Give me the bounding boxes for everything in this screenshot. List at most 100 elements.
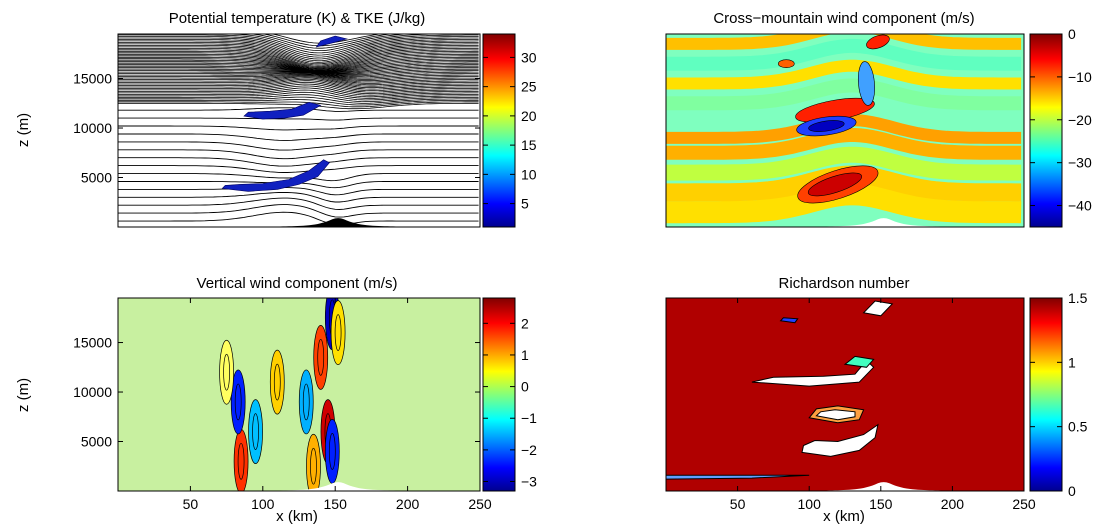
isentrope-line [118, 157, 479, 167]
w-cell [313, 325, 329, 390]
isentrope-line [118, 46, 479, 67]
w-cell-contour [223, 353, 230, 391]
colorbar-ramp [1029, 33, 1063, 228]
isentrope-line [118, 77, 479, 89]
isentrope-line [118, 78, 479, 90]
isentrope-line [118, 50, 479, 70]
w-cell-contour [317, 339, 325, 376]
isentrope-line [118, 36, 479, 56]
panel3-ylabel: z (m) [15, 378, 32, 412]
panel4-xlabel: x (km) [823, 508, 865, 525]
ri-field [666, 300, 1024, 491]
isentrope-line [118, 89, 479, 99]
isentrope-line [118, 75, 479, 86]
isentrope-line [118, 85, 479, 96]
panel4-title: Richardson number [779, 275, 910, 292]
wind-field [666, 34, 1024, 227]
colorbar-tick-label: 0 [521, 379, 529, 395]
isentrope-line [118, 71, 479, 79]
isentrope-line [118, 71, 479, 78]
colorbar-tick-label: 2 [521, 315, 529, 331]
isentrope-line [118, 34, 479, 54]
w-cell [298, 369, 314, 435]
isentrope-line [118, 40, 479, 62]
panel-richardson: Richardson number 50 100 150 200 250 1.5 1 0.5… [665, 275, 1088, 525]
w-cell-contour [328, 433, 336, 470]
panel1-title: Potential temperature (K) & TKE (J/kg) [169, 10, 426, 27]
isentrope-line [118, 48, 479, 68]
wind-contour-band [666, 146, 1022, 181]
wind-contour-band [666, 78, 1022, 111]
low-ri-region [666, 474, 810, 480]
axes-frame [665, 33, 1025, 228]
isentrope-line [118, 49, 479, 69]
x-tick-label: 150 [869, 496, 893, 512]
colorbar-tick-label: −2 [521, 442, 537, 458]
panel3-plot-area: 5000 10000 15000 50 100 150 200 250 [73, 297, 492, 512]
isentrope-line [118, 141, 479, 151]
isentrope-line [118, 91, 479, 101]
isentrope-line [118, 39, 479, 60]
isentrope-line [118, 80, 479, 91]
colorbar-ramp [482, 33, 516, 228]
isentrope-line [118, 125, 479, 131]
w-cell-contour [334, 314, 342, 351]
isentrope-line [118, 133, 479, 141]
panel3-xlabel: x (km) [276, 508, 318, 525]
isentrope-line [118, 87, 479, 98]
wind-core [857, 61, 875, 106]
axes-frame [117, 297, 481, 492]
isentrope-line [118, 197, 479, 210]
w-cell [306, 433, 321, 491]
isentrope-line [118, 53, 479, 71]
isentrope-line [118, 55, 479, 72]
y-tick-label: 5000 [81, 170, 112, 186]
wind-core [808, 120, 845, 132]
x-tick-label: 50 [183, 496, 199, 512]
low-ri-region [862, 300, 894, 317]
isentrope-line [261, 34, 394, 47]
colorbar-tick-label: 20 [521, 108, 537, 124]
isentrope-line [118, 76, 479, 87]
panel-theta-tke: Potential temperature (K) & TKE (J/kg) 5… [15, 10, 537, 228]
colorbar-tick-label: 15 [521, 137, 537, 153]
axes-frame [665, 297, 1025, 492]
w-cell [230, 369, 246, 435]
w-field [118, 298, 480, 491]
isentrope-line [118, 204, 479, 218]
wind-contour-band [666, 34, 1022, 50]
isentrope-line [118, 99, 479, 106]
isentrope-line [118, 72, 479, 80]
isentrope-contours [118, 34, 480, 227]
isentrope-line [118, 96, 479, 104]
colorbar-tick-label: 0 [1068, 483, 1076, 499]
wind-core [777, 59, 795, 68]
x-tick-label: 100 [798, 496, 822, 512]
colorbar-tick-label: 0 [1068, 26, 1076, 42]
w-cell [324, 419, 340, 484]
isentrope-line [118, 42, 479, 63]
colorbar-tick-label: 30 [521, 49, 537, 65]
isentrope-line [118, 72, 479, 82]
colorbar-tick-label: −1 [521, 410, 537, 426]
w-cell-contour [234, 383, 242, 421]
low-ri-region [815, 409, 856, 421]
tke-region [243, 101, 322, 120]
wind-contour-band [666, 128, 1022, 160]
w-cell [233, 428, 249, 491]
isentrope-line [118, 81, 479, 93]
colorbar-ramp [1029, 297, 1063, 492]
w-cell [330, 300, 346, 365]
panel2-title: Cross−mountain wind component (m/s) [713, 10, 974, 27]
w-cell-contour [310, 447, 317, 485]
w-cell-contour [302, 383, 310, 421]
tke-region [315, 35, 348, 48]
wind-core [866, 34, 890, 50]
axes-frame [117, 33, 481, 228]
colorbar-ramp [482, 297, 516, 492]
x-tick-label: 200 [396, 496, 420, 512]
y-tick-label: 10000 [73, 384, 112, 400]
isentrope-line [118, 45, 479, 66]
panel1-plot-area: 5000 10000 15000 [73, 33, 481, 228]
